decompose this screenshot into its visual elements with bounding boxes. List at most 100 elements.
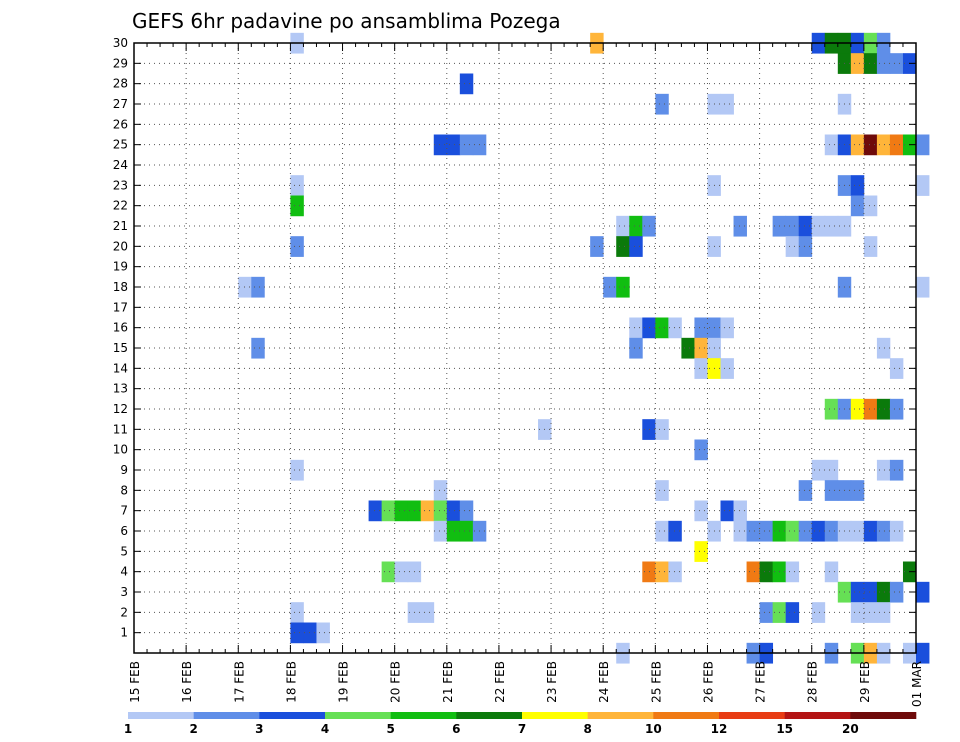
x-tick-label: 26 FEB	[701, 661, 715, 703]
y-tick-label: 24	[113, 158, 128, 172]
heatmap-cell	[290, 602, 304, 623]
colorbar-swatch	[850, 712, 917, 719]
y-tick-label: 23	[113, 178, 128, 192]
heatmap-cell	[889, 134, 904, 156]
y-tick-label: 13	[113, 382, 128, 396]
heatmap-cell	[720, 500, 734, 522]
heatmap-cell	[251, 276, 265, 298]
heatmap-cell	[811, 520, 826, 542]
colorbar-label: 15	[776, 722, 793, 736]
heatmap-cell	[290, 236, 304, 257]
heatmap-cell	[759, 520, 774, 542]
heatmap-cell	[290, 175, 304, 196]
heatmap-cell	[446, 500, 461, 522]
y-tick-label: 20	[113, 239, 128, 253]
colorbar-swatch	[128, 712, 194, 719]
heatmap-cell	[876, 602, 891, 623]
y-tick-label: 7	[120, 504, 128, 518]
heatmap-cell	[746, 561, 760, 583]
y-tick-label: 9	[120, 463, 128, 477]
heatmap-cell	[850, 398, 865, 420]
y-tick-label: 30	[113, 36, 128, 50]
heatmap-cell	[876, 459, 891, 481]
y-tick-label: 26	[113, 117, 128, 131]
x-tick-label: 24 FEB	[597, 661, 611, 703]
heatmap-cell	[655, 93, 669, 115]
y-tick-label: 8	[120, 483, 128, 497]
colorbar-swatch	[522, 712, 588, 719]
y-tick-label: 14	[113, 361, 128, 375]
heatmap-cell	[916, 175, 930, 196]
colorbar-swatch	[193, 712, 260, 719]
x-tick-label: 22 FEB	[493, 661, 507, 703]
heatmap-cell	[785, 602, 800, 623]
axes	[133, 42, 917, 654]
heatmap-cell	[850, 480, 865, 501]
colorbar-label: 8	[583, 722, 591, 736]
heatmap-cell	[720, 93, 734, 115]
heatmap-cell	[459, 520, 474, 542]
heatmap-cell	[824, 561, 839, 583]
heatmap-cell	[850, 175, 865, 196]
heatmap-cell	[629, 236, 643, 257]
heatmap-cell	[446, 134, 461, 156]
colorbar-label: 5	[386, 722, 394, 736]
heatmap-cell	[290, 622, 304, 644]
heatmap-cell	[863, 236, 878, 257]
y-tick-label: 3	[120, 585, 128, 599]
colorbar-label: 12	[711, 722, 728, 736]
heatmap-cell	[850, 53, 865, 74]
heatmap-cell	[811, 459, 826, 481]
heatmap-cell	[720, 317, 734, 339]
heatmap-cell	[290, 459, 304, 481]
y-tick-label: 1	[120, 626, 128, 640]
heatmap-cell	[459, 73, 474, 95]
heatmap-cell	[733, 500, 747, 522]
heatmap-cell	[850, 520, 865, 542]
y-tick-label: 12	[113, 402, 128, 416]
colorbar-swatch	[390, 712, 457, 719]
y-tick-label: 2	[120, 605, 128, 619]
x-tick-label: 15 FEB	[128, 661, 142, 703]
heatmap-cell	[824, 398, 839, 420]
heatmap-cell	[290, 195, 304, 217]
heatmap-cell	[655, 419, 669, 440]
heatmap-cell	[876, 520, 891, 542]
heatmap-cell	[824, 215, 839, 237]
heatmap-cell	[785, 236, 800, 257]
heatmap-cell	[616, 215, 630, 237]
heatmap-cell	[785, 561, 800, 583]
heatmap-cell	[798, 215, 813, 237]
heatmap-cell	[824, 520, 839, 542]
heatmap-cell	[694, 337, 708, 359]
heatmap-cell	[316, 622, 330, 644]
heatmap-cell	[616, 276, 630, 298]
heatmap-cell	[916, 134, 930, 156]
heatmap-cell	[876, 337, 891, 359]
colorbar-swatch	[456, 712, 523, 719]
heatmap-cell	[433, 480, 448, 501]
colorbar-label: 20	[842, 722, 859, 736]
y-tick-label: 29	[113, 56, 128, 70]
heatmap-cell	[733, 215, 747, 237]
heatmap-cell	[785, 215, 800, 237]
heatmap-cell	[824, 480, 839, 501]
heatmap-cell	[629, 337, 643, 359]
heatmap-cell	[446, 520, 461, 542]
heatmap-cell	[655, 520, 669, 542]
heatmap-cell	[381, 561, 396, 583]
heatmap-cell	[733, 520, 747, 542]
heatmap-cell	[694, 439, 708, 461]
heatmap-cell	[811, 215, 826, 237]
x-tick-label: 17 FEB	[232, 661, 246, 703]
y-tick-label: 21	[113, 219, 128, 233]
heatmap-cell	[850, 602, 865, 623]
y-tick-label: 25	[113, 138, 128, 152]
colorbar-label: 2	[189, 722, 197, 736]
heatmap-cell	[655, 561, 669, 583]
chart-title: GEFS 6hr padavine po ansamblima Pozega	[132, 9, 561, 33]
heatmap-cell	[759, 602, 774, 623]
heatmap-cell	[850, 581, 865, 603]
heatmap-cell	[433, 520, 448, 542]
y-tick-label: 19	[113, 260, 128, 274]
